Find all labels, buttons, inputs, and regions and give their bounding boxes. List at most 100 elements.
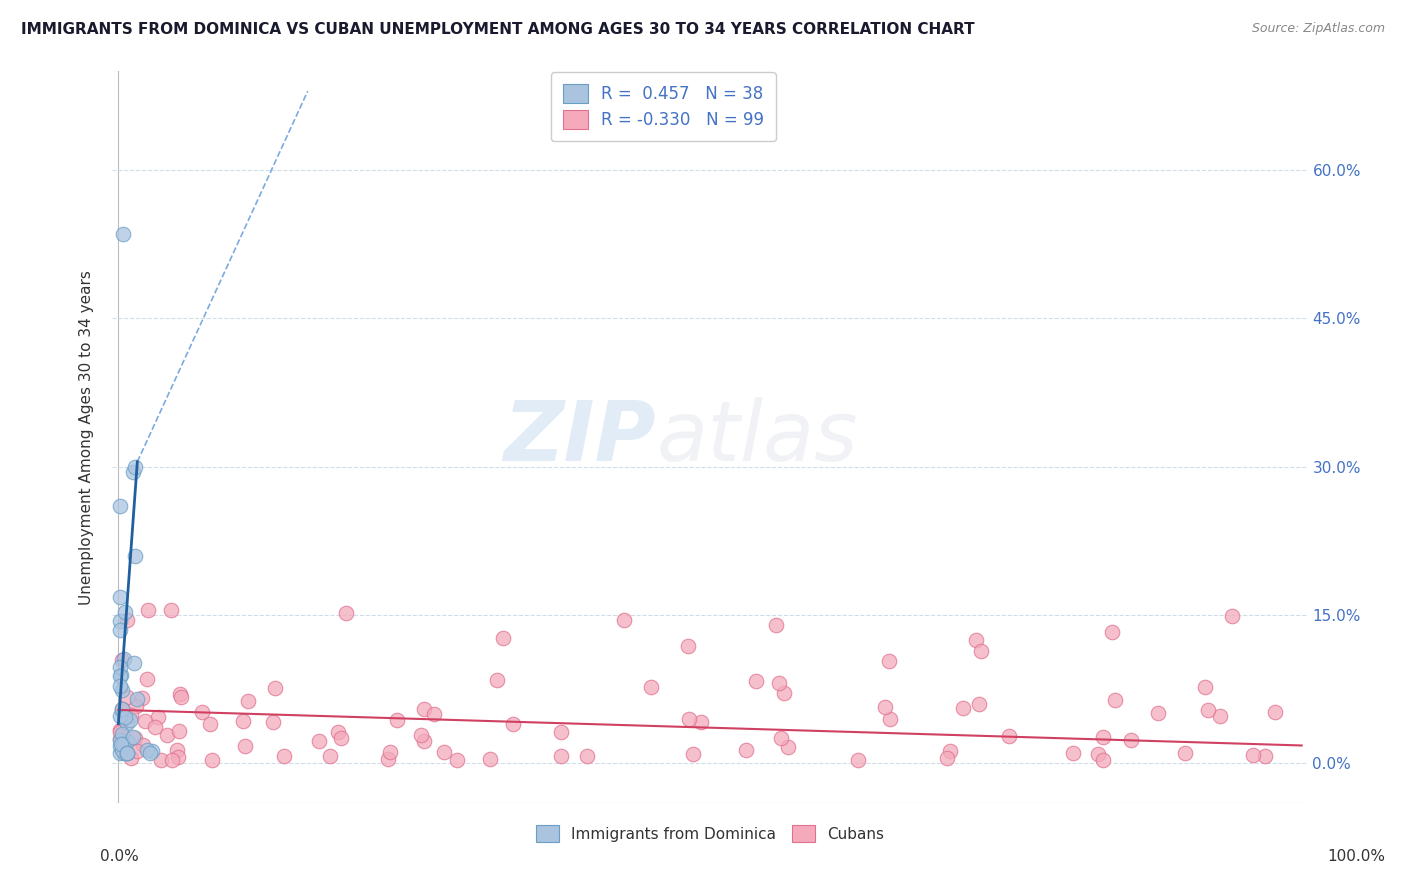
Point — [413, 733, 436, 747]
Point — [678, 712, 700, 726]
Point — [127, 691, 149, 706]
Point — [877, 654, 900, 668]
Point — [326, 725, 349, 739]
Point — [377, 752, 399, 766]
Point — [111, 743, 134, 757]
Point — [108, 733, 131, 747]
Point — [1197, 703, 1219, 717]
Point — [124, 731, 146, 745]
Point — [198, 717, 221, 731]
Point — [965, 633, 987, 648]
Point — [412, 702, 434, 716]
Point — [108, 660, 131, 674]
Point — [1174, 746, 1197, 760]
Text: ZIP: ZIP — [503, 397, 657, 477]
Point — [676, 639, 699, 653]
Point — [108, 668, 131, 682]
Point — [939, 744, 962, 758]
Point — [121, 465, 143, 479]
Point — [108, 724, 131, 739]
Point — [776, 740, 799, 755]
Point — [502, 717, 524, 731]
Point — [112, 227, 135, 242]
Point — [110, 623, 132, 637]
Point — [936, 751, 959, 765]
Point — [120, 708, 142, 723]
Point — [848, 753, 870, 767]
Point — [160, 753, 183, 767]
Point — [112, 747, 135, 761]
Point — [122, 656, 145, 670]
Point — [422, 707, 444, 722]
Point — [111, 727, 134, 741]
Point — [773, 685, 796, 699]
Point — [134, 714, 156, 728]
Text: IMMIGRANTS FROM DOMINICA VS CUBAN UNEMPLOYMENT AMONG AGES 30 TO 34 YEARS CORRELA: IMMIGRANTS FROM DOMINICA VS CUBAN UNEMPL… — [21, 22, 974, 37]
Point — [233, 739, 256, 754]
Point — [114, 710, 136, 724]
Point — [1220, 609, 1243, 624]
Point — [262, 714, 284, 729]
Point — [117, 747, 139, 761]
Point — [114, 605, 136, 619]
Point — [264, 681, 287, 695]
Point — [112, 651, 135, 665]
Point — [170, 690, 193, 705]
Point — [108, 739, 131, 753]
Point — [411, 728, 433, 742]
Point — [120, 751, 142, 765]
Point — [378, 745, 401, 759]
Point — [1087, 747, 1109, 761]
Point — [735, 743, 758, 757]
Point — [139, 747, 162, 761]
Point — [446, 753, 468, 767]
Point — [330, 731, 353, 745]
Point — [108, 614, 131, 628]
Point — [768, 675, 790, 690]
Point — [485, 673, 508, 687]
Point — [1104, 692, 1126, 706]
Text: 100.0%: 100.0% — [1327, 849, 1386, 864]
Y-axis label: Unemployment Among Ages 30 to 34 years: Unemployment Among Ages 30 to 34 years — [79, 269, 94, 605]
Point — [141, 744, 163, 758]
Point — [997, 729, 1019, 743]
Point — [127, 743, 149, 757]
Point — [111, 683, 134, 698]
Point — [967, 698, 990, 712]
Point — [111, 702, 134, 716]
Point — [550, 724, 572, 739]
Point — [970, 644, 993, 658]
Point — [115, 715, 138, 730]
Point — [117, 747, 139, 761]
Point — [433, 745, 456, 759]
Point — [873, 700, 896, 714]
Point — [1147, 706, 1170, 721]
Point — [111, 702, 134, 716]
Text: atlas: atlas — [657, 397, 858, 477]
Point — [169, 687, 191, 701]
Point — [118, 713, 141, 727]
Text: Source: ZipAtlas.com: Source: ZipAtlas.com — [1251, 22, 1385, 36]
Point — [479, 752, 502, 766]
Point — [1101, 625, 1123, 640]
Point — [387, 714, 409, 728]
Point — [550, 748, 572, 763]
Point — [108, 709, 131, 723]
Point — [124, 459, 146, 474]
Text: 0.0%: 0.0% — [100, 849, 139, 864]
Point — [335, 606, 357, 620]
Point — [201, 753, 224, 767]
Point — [150, 753, 173, 767]
Point — [1091, 730, 1114, 744]
Point — [108, 732, 131, 747]
Point — [135, 743, 157, 757]
Point — [108, 747, 131, 761]
Point — [108, 500, 131, 514]
Point — [236, 694, 259, 708]
Point — [1209, 708, 1232, 723]
Point — [191, 706, 214, 720]
Point — [1254, 748, 1277, 763]
Point — [318, 748, 340, 763]
Point — [232, 714, 254, 729]
Point — [111, 738, 134, 752]
